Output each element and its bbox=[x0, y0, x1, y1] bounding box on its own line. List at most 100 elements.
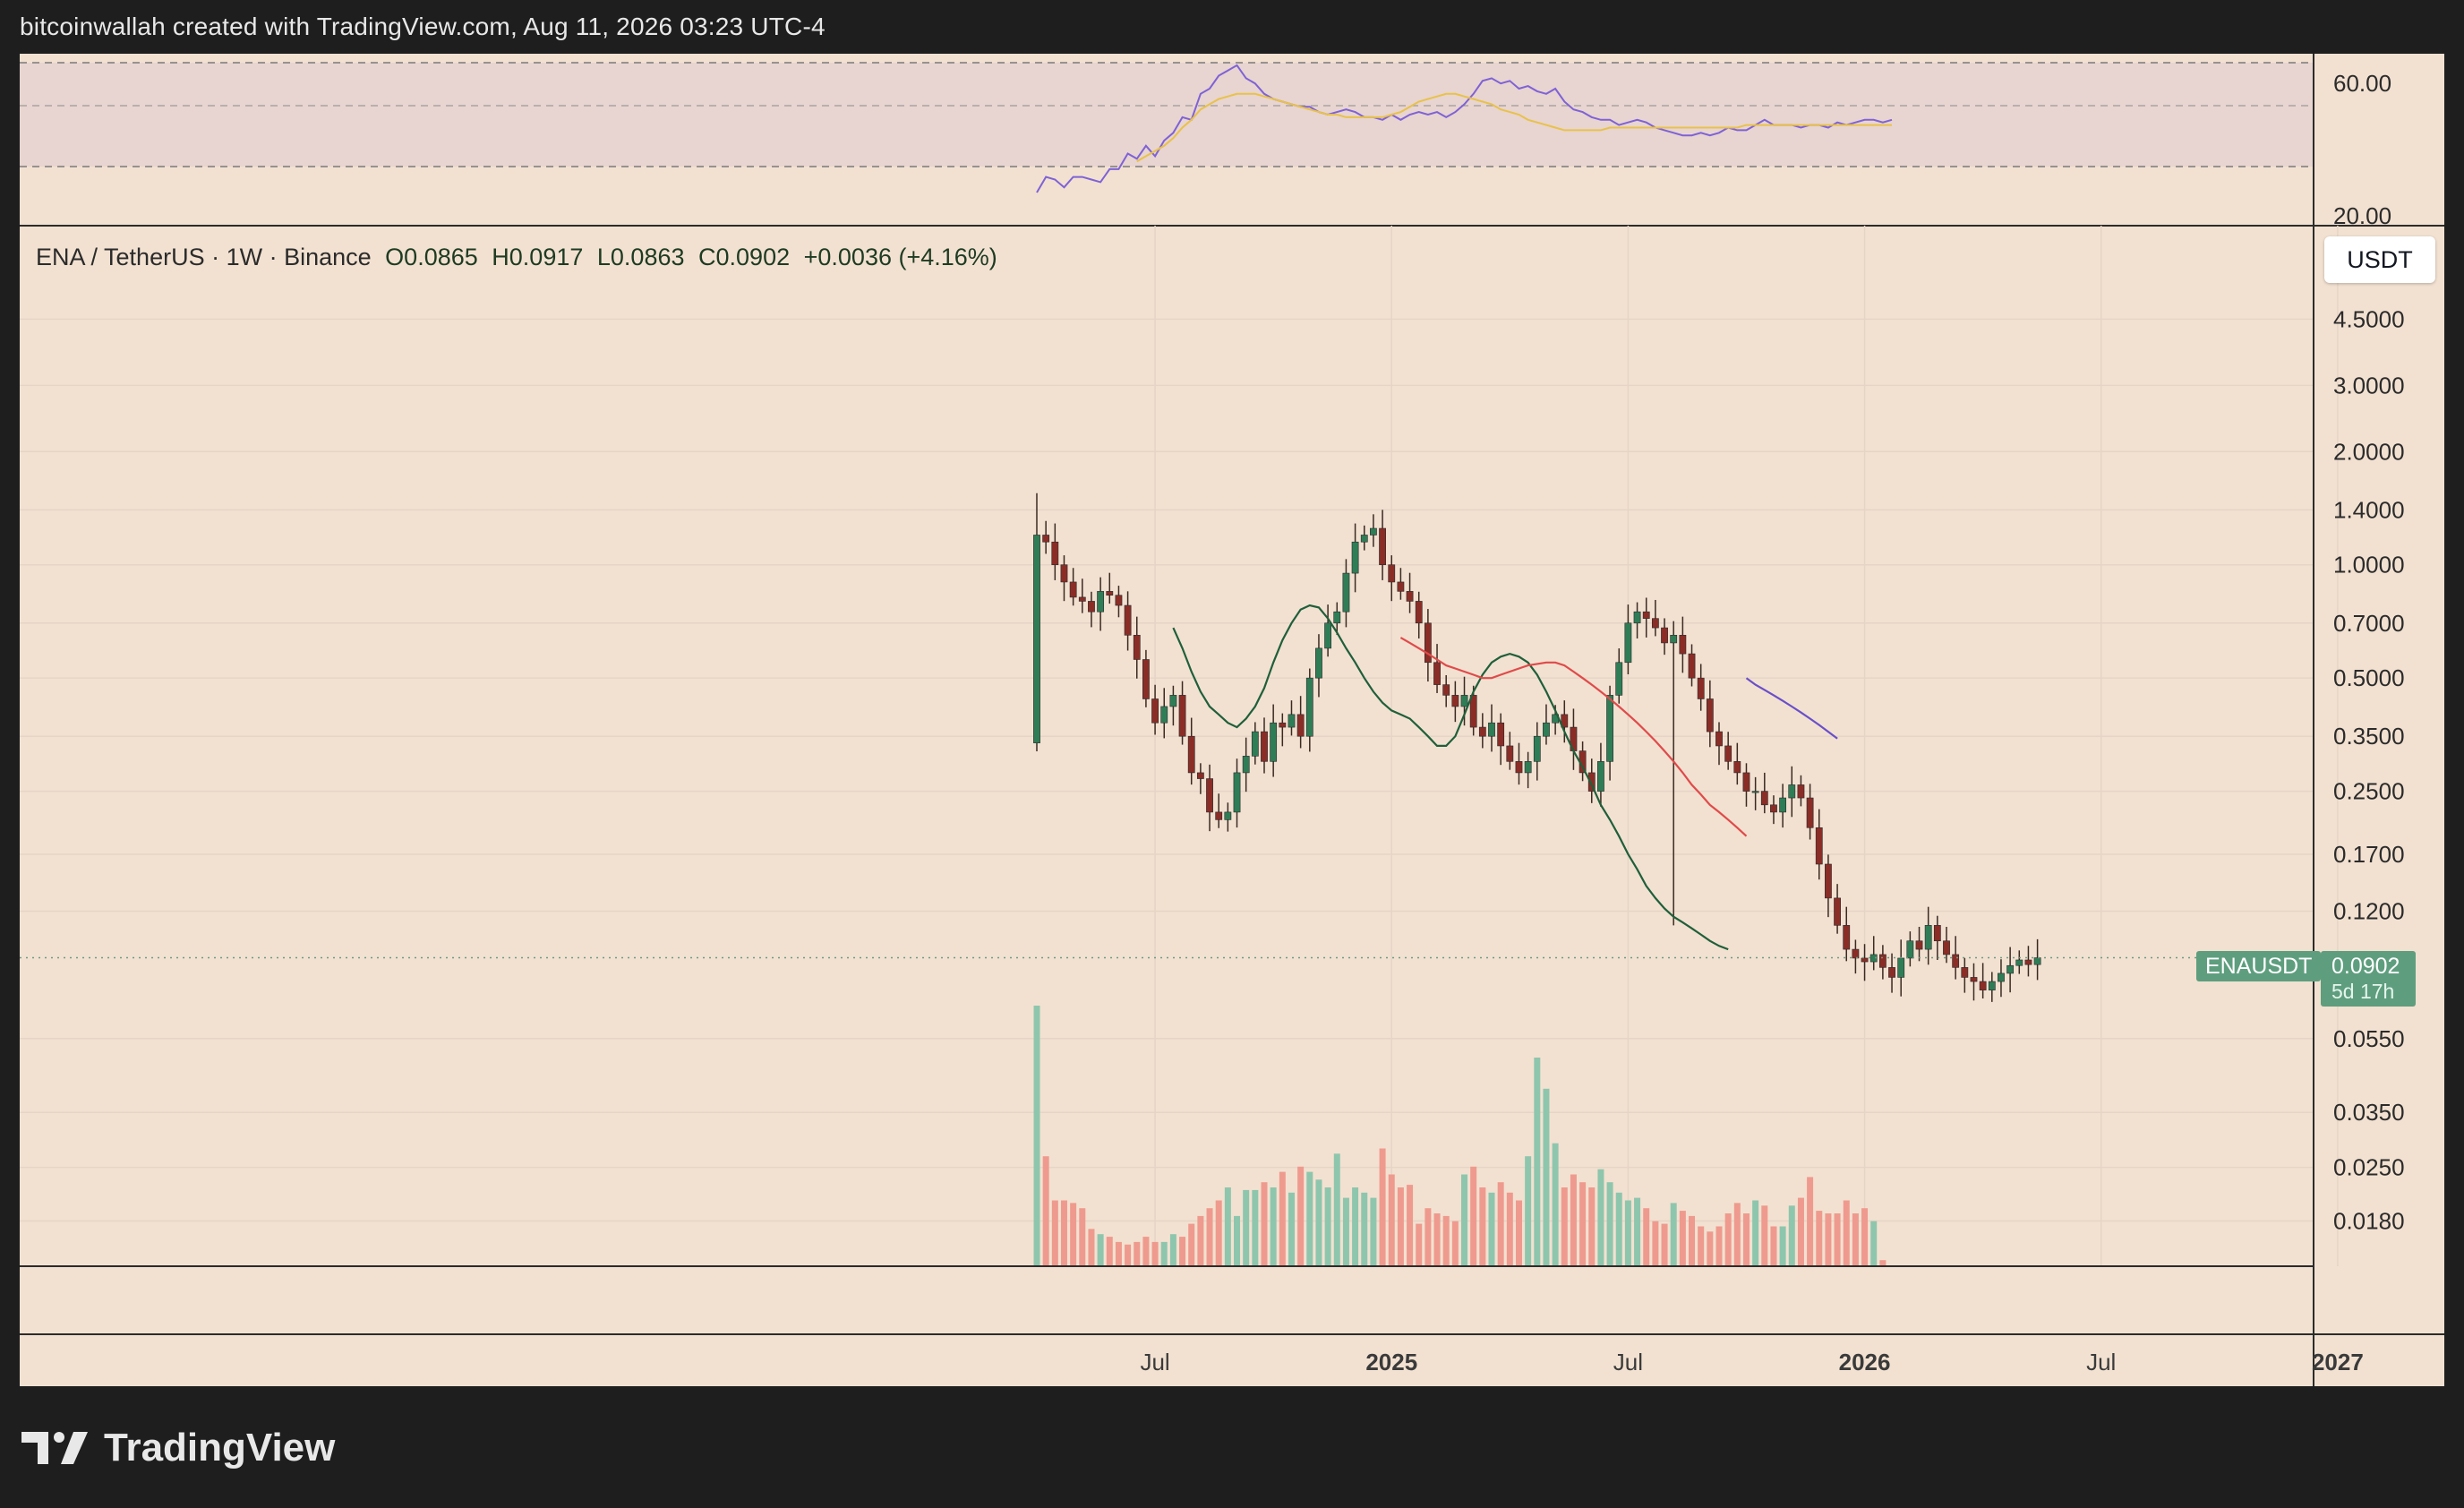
price-tick-label: 1.0000 bbox=[2333, 552, 2405, 578]
bar-countdown: 5d 17h bbox=[2331, 980, 2395, 1003]
volume-bar bbox=[1070, 1203, 1077, 1265]
candle-body bbox=[1169, 695, 1177, 707]
volume-bar bbox=[1670, 1203, 1677, 1265]
candle-body bbox=[1124, 604, 1132, 636]
candle-body bbox=[1715, 731, 1723, 747]
candle-body bbox=[1060, 564, 1068, 583]
volume-bar bbox=[1324, 1187, 1331, 1265]
candle-body bbox=[1042, 535, 1050, 543]
candle-body bbox=[1233, 772, 1241, 813]
candle-body bbox=[1388, 564, 1396, 583]
volume-bar bbox=[1097, 1234, 1104, 1265]
volume-bar bbox=[1525, 1156, 1532, 1265]
candle-body bbox=[1661, 627, 1668, 644]
candle-body bbox=[1806, 797, 1814, 828]
candle-body bbox=[1242, 756, 1250, 774]
volume-bar bbox=[1606, 1182, 1613, 1265]
volume-bar bbox=[1733, 1203, 1741, 1265]
candle-body bbox=[1642, 611, 1650, 619]
candlestick-series bbox=[1033, 493, 2041, 1002]
volume-bar bbox=[1243, 1189, 1250, 1265]
candle-body bbox=[1742, 772, 1750, 792]
volume-bar bbox=[1079, 1208, 1086, 1265]
candle-body bbox=[1597, 761, 1604, 792]
candle-body bbox=[1351, 541, 1359, 574]
candle-body bbox=[2015, 959, 2023, 966]
candle-body bbox=[1670, 635, 1678, 644]
price-tick-label: 0.1700 bbox=[2333, 841, 2405, 868]
candle-body bbox=[1360, 535, 1368, 543]
volume-bar bbox=[1707, 1231, 1714, 1265]
volume-bar bbox=[1088, 1229, 1095, 1265]
volume-bar bbox=[1416, 1223, 1423, 1265]
volume-bar bbox=[1597, 1169, 1604, 1265]
ma-line bbox=[1399, 637, 1748, 837]
candle-body bbox=[1187, 735, 1195, 774]
price-tick-label: 0.0350 bbox=[2333, 1099, 2405, 1126]
candle-body bbox=[1843, 925, 1851, 950]
volume-bar bbox=[1879, 1260, 1886, 1265]
volume-bar bbox=[1742, 1213, 1750, 1265]
candle-body bbox=[1624, 622, 1632, 664]
price-tick-label: 3.0000 bbox=[2333, 372, 2405, 398]
candle-body bbox=[1834, 897, 1841, 926]
candle-body bbox=[2006, 964, 2015, 974]
candle-body bbox=[1797, 784, 1805, 799]
high-value: H0.0917 bbox=[492, 244, 584, 270]
volume-bar bbox=[1515, 1200, 1522, 1265]
volume-bar bbox=[1652, 1221, 1659, 1265]
volume-bar bbox=[1297, 1166, 1305, 1265]
candle-body bbox=[1706, 698, 1714, 733]
volume-bar bbox=[1825, 1213, 1832, 1265]
volume-bar bbox=[1397, 1187, 1404, 1265]
candle-body bbox=[1442, 684, 1450, 696]
volume-bar bbox=[1661, 1223, 1668, 1265]
candle-body bbox=[1788, 784, 1796, 799]
candle-body bbox=[1506, 745, 1514, 762]
ma-line bbox=[1172, 604, 1729, 951]
candle-body bbox=[1488, 722, 1495, 737]
currency-button[interactable]: USDT bbox=[2324, 236, 2435, 283]
volume-bar bbox=[1106, 1237, 1113, 1265]
time-tick-label: Jul bbox=[2086, 1349, 2116, 1375]
volume-bar bbox=[1306, 1171, 1313, 1265]
volume-bar bbox=[1442, 1215, 1450, 1265]
volume-bar bbox=[1461, 1174, 1468, 1265]
volume-bar bbox=[1843, 1200, 1850, 1265]
symbol-label[interactable]: ENA / TetherUS · 1W · Binance bbox=[36, 244, 372, 270]
candle-body bbox=[1815, 827, 1823, 865]
volume-bar bbox=[1361, 1192, 1368, 1265]
tradingview-logo[interactable]: TradingView bbox=[21, 1426, 335, 1470]
candle-body bbox=[1970, 977, 1978, 982]
volume-bar bbox=[1160, 1241, 1168, 1265]
rsi-line bbox=[1036, 64, 1893, 193]
candle-body bbox=[1415, 601, 1423, 624]
candle-body bbox=[1651, 618, 1659, 629]
rsi-band bbox=[20, 63, 2314, 167]
volume-bar bbox=[1834, 1213, 1841, 1265]
candle-body bbox=[1069, 581, 1077, 598]
volume-bar bbox=[1379, 1148, 1386, 1265]
volume-bar bbox=[1715, 1226, 1723, 1265]
candle-body bbox=[2033, 957, 2041, 965]
candle-body bbox=[1524, 761, 1532, 774]
ma-line bbox=[1745, 677, 1838, 740]
volume-bar bbox=[1215, 1200, 1222, 1265]
candle-body bbox=[1688, 653, 1696, 679]
price-tick-label: 0.1200 bbox=[2333, 897, 2405, 924]
candle-body bbox=[1106, 591, 1114, 596]
change-value: +0.0036 (+4.16%) bbox=[803, 244, 997, 270]
volume-bar bbox=[1206, 1208, 1213, 1265]
volume-bar bbox=[1033, 1006, 1040, 1265]
volume-bar bbox=[1115, 1241, 1122, 1265]
rsi-ma-line bbox=[1136, 92, 1892, 163]
candle-body bbox=[1779, 797, 1787, 813]
volume-bar bbox=[1279, 1171, 1286, 1265]
candle-body bbox=[1478, 726, 1486, 737]
candle-body bbox=[1906, 940, 1914, 959]
volume-bar bbox=[1051, 1200, 1058, 1265]
volume-bar bbox=[1433, 1213, 1441, 1265]
volume-bar bbox=[1752, 1200, 1759, 1265]
